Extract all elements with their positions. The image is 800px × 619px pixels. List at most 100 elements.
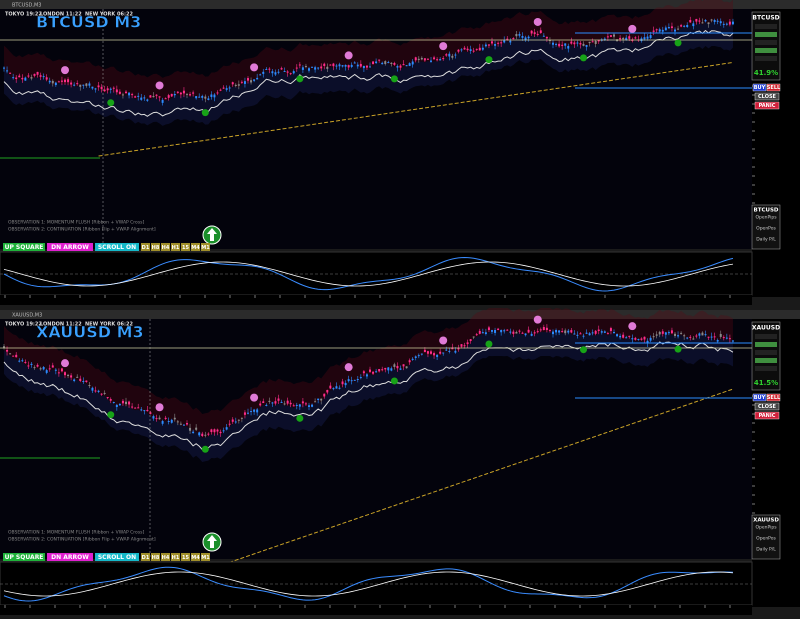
candle-body (591, 332, 594, 334)
timeframe-button[interactable] (201, 553, 210, 561)
candle-body (487, 44, 490, 46)
close-button[interactable] (754, 92, 780, 101)
candle-body (323, 393, 326, 397)
candle-body (417, 58, 420, 60)
candle-body (396, 365, 399, 369)
candle-body (289, 73, 292, 75)
candle-body (277, 71, 280, 73)
observation: OBSERVATION 2: CONTINUATION [Ribbon Flip… (8, 227, 156, 233)
toolbar-button-label: SCROLL ON (98, 554, 136, 561)
candle-body (634, 337, 637, 340)
candle-body (12, 77, 15, 79)
toolbar-button[interactable] (3, 553, 45, 561)
sell-button[interactable] (766, 393, 781, 402)
candle-body (375, 61, 378, 64)
candle-body (91, 387, 94, 391)
candle-body (320, 398, 323, 401)
candle-body (250, 411, 253, 413)
timeframe-button[interactable] (151, 553, 160, 561)
candle-body (430, 60, 432, 62)
candle-body (365, 374, 368, 377)
candle-body (347, 379, 350, 382)
candle-body (317, 67, 320, 69)
candle-body (518, 34, 521, 36)
signal-dot (485, 340, 493, 348)
candle-body (646, 36, 649, 39)
timeframe-button[interactable] (201, 243, 210, 251)
signal-dot (296, 414, 304, 422)
candle-body (399, 65, 402, 68)
moving-average (3, 29, 734, 117)
candle-body (539, 30, 542, 33)
candle-body (426, 351, 429, 354)
candle-body (222, 430, 225, 432)
candle-body (390, 62, 393, 65)
candle-body (326, 389, 329, 393)
signal-dot (155, 81, 164, 90)
close-button[interactable] (754, 402, 780, 411)
candle-body (475, 334, 478, 336)
candle-body (378, 368, 381, 372)
panic-button[interactable] (754, 411, 780, 420)
candle-body (36, 71, 39, 75)
candle-body (335, 65, 338, 67)
timeframe-button[interactable] (141, 243, 150, 251)
timeframe-button[interactable] (181, 243, 190, 251)
candle-body (567, 330, 570, 333)
candle-body (42, 76, 45, 78)
candle-body (491, 41, 493, 44)
candle-body (295, 67, 298, 69)
sell-button[interactable] (766, 83, 781, 92)
candle-body (436, 59, 439, 61)
candle-body (622, 334, 625, 338)
candle-body (335, 386, 338, 389)
candle-body (179, 92, 182, 95)
info-symbol: XAUUSD (753, 518, 779, 524)
timeframe-button[interactable] (151, 243, 160, 251)
candle-body (259, 403, 262, 406)
toolbar-button[interactable] (95, 553, 139, 561)
candle-body (48, 368, 51, 370)
info-row (755, 40, 777, 45)
toolbar-button[interactable] (95, 243, 139, 251)
timeframe-button[interactable] (181, 553, 190, 561)
candle-body (182, 424, 185, 426)
signal-dot (250, 393, 259, 402)
toolbar-button[interactable] (3, 243, 45, 251)
candle-body (649, 35, 652, 39)
buy-button[interactable] (752, 83, 767, 92)
daily-pl: Daily P/L (756, 237, 776, 243)
candle-body (201, 433, 204, 437)
ribbon (4, 0, 733, 102)
timeframe-button[interactable] (171, 553, 180, 561)
session-clock: LONDON 11:22 (40, 322, 82, 328)
timeframe-label: H4 (162, 245, 170, 251)
candle-body (704, 20, 707, 22)
candle-body (686, 24, 689, 27)
candle-body (542, 35, 545, 37)
panic-button[interactable] (754, 101, 780, 110)
candle-body (338, 387, 341, 389)
candle-body (670, 330, 673, 334)
timeframe-button[interactable] (191, 553, 200, 561)
toolbar-button[interactable] (47, 553, 93, 561)
info-box (751, 11, 781, 81)
panic-label: PANIC (759, 103, 776, 109)
open-pips: OpenPips (755, 215, 777, 221)
candle-body (125, 401, 127, 405)
timeframe-label: M1 (201, 245, 210, 251)
timeframe-button[interactable] (191, 243, 200, 251)
timeframe-button[interactable] (161, 243, 170, 251)
timeframe-button[interactable] (171, 243, 180, 251)
candle-body (667, 332, 670, 334)
candle-body (234, 421, 237, 423)
candle-body (21, 360, 24, 362)
signal-dot (674, 345, 682, 353)
candle-body (631, 338, 634, 340)
timeframe-button[interactable] (141, 553, 150, 561)
timeframe-button[interactable] (161, 553, 170, 561)
toolbar-button[interactable] (47, 243, 93, 251)
buy-button[interactable] (752, 393, 767, 402)
candle-body (594, 330, 597, 334)
